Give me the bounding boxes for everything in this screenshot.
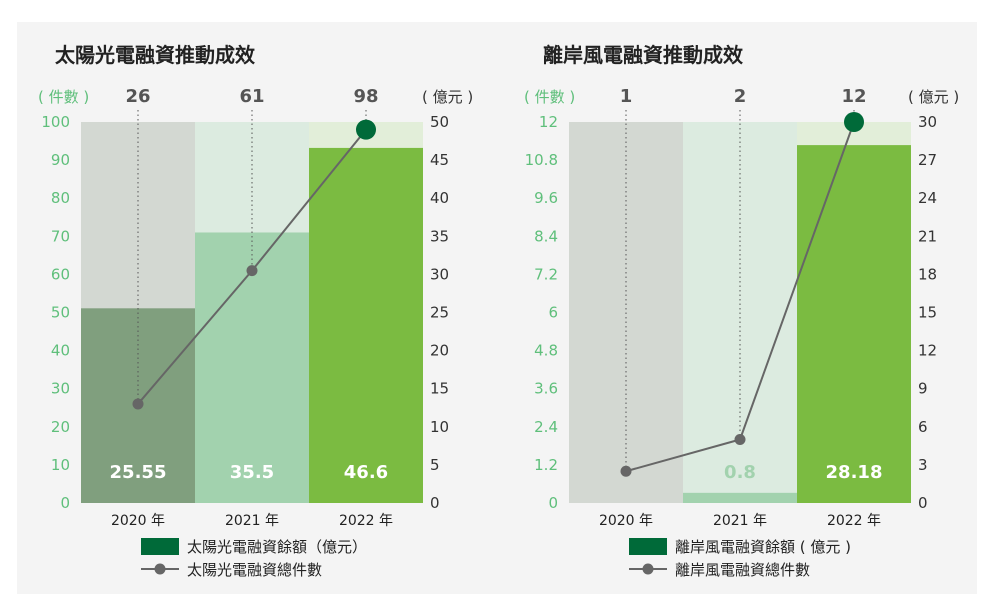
legend-line-marker: [642, 563, 654, 575]
left-tick-label: 8.4: [534, 227, 558, 245]
legend-bar-label: 太陽光電融資餘額（億元）: [187, 538, 367, 556]
legend-line-marker: [154, 563, 166, 575]
right-tick-label: 15: [918, 304, 937, 322]
legend-bar-label: 離岸風電融資餘額 ( 億元 ): [675, 538, 851, 556]
left-tick-label: 0: [60, 494, 70, 512]
right-axis-unit: ( 億元 ): [422, 88, 473, 106]
right-tick-label: 0: [918, 494, 928, 512]
left-tick-label: 10.8: [525, 151, 558, 169]
x-tick-label: 2020 年: [599, 513, 653, 529]
count-label: 98: [353, 86, 378, 107]
legend-bar-swatch: [141, 538, 179, 555]
right-tick-label: 50: [430, 113, 449, 131]
chart-title: 離岸風電融資推動成效: [543, 43, 743, 67]
left-tick-label: 6: [548, 304, 558, 322]
bar: [309, 147, 423, 503]
left-tick-label: 4.8: [534, 342, 558, 360]
x-tick-label: 2021 年: [225, 513, 279, 529]
x-tick-label: 2022 年: [827, 513, 881, 529]
right-tick-label: 0: [430, 494, 440, 512]
legend-line-label: 太陽光電融資總件數: [187, 561, 322, 579]
bar: [195, 232, 309, 504]
left-axis-unit: ( 件數 ): [38, 88, 89, 106]
right-tick-label: 30: [430, 265, 449, 283]
left-tick-label: 70: [51, 227, 70, 245]
right-tick-label: 25: [430, 304, 449, 322]
right-tick-label: 9: [918, 380, 928, 398]
left-tick-label: 1.2: [534, 456, 558, 474]
left-tick-label: 30: [51, 380, 70, 398]
left-tick-label: 3.6: [534, 380, 558, 398]
left-tick-label: 40: [51, 342, 70, 360]
count-label: 2: [734, 86, 747, 107]
bar: [683, 492, 797, 503]
right-tick-label: 30: [918, 113, 937, 131]
x-tick-label: 2020 年: [111, 513, 165, 529]
left-tick-label: 2.4: [534, 418, 558, 436]
left-tick-label: 20: [51, 418, 70, 436]
count-series-point: [132, 398, 144, 410]
offshore-wind-chart: 離岸風電融資推動成效 ( 件數 ) ( 億元 ) 0 0 1.2 3 2.4 6 3.6 9 4.8 1…: [524, 43, 959, 579]
count-series-point: [734, 434, 746, 445]
left-tick-label: 9.6: [534, 189, 558, 207]
left-tick-label: 10: [51, 456, 70, 474]
left-tick-label: 12: [539, 113, 558, 131]
count-series-point: [844, 112, 864, 132]
left-tick-label: 100: [41, 113, 70, 131]
x-tick-label: 2021 年: [713, 513, 767, 529]
count-series-point: [246, 265, 258, 277]
solar-chart: 太陽光電融資推動成效 ( 件數 ) ( 億元 ) 0 0 10 5 20 10 30 15 40 20 5…: [38, 43, 473, 579]
bar: [797, 145, 911, 503]
right-tick-label: 20: [430, 342, 449, 360]
bar-value-label: 35.5: [230, 462, 274, 483]
right-tick-label: 12: [918, 342, 937, 360]
right-tick-label: 27: [918, 151, 937, 169]
left-tick-label: 7.2: [534, 265, 558, 283]
right-tick-label: 3: [918, 456, 928, 474]
count-label: 12: [841, 86, 866, 107]
right-tick-label: 40: [430, 189, 449, 207]
count-label: 26: [125, 86, 150, 107]
bar-value-label: 0.8: [724, 462, 756, 483]
right-tick-label: 45: [430, 151, 449, 169]
legend-line-label: 離岸風電融資總件數: [675, 561, 810, 579]
right-tick-label: 15: [430, 380, 449, 398]
left-tick-label: 80: [51, 189, 70, 207]
count-series-point: [356, 119, 376, 140]
chart-title: 太陽光電融資推動成效: [55, 43, 255, 67]
right-tick-label: 24: [918, 189, 937, 207]
count-series-point: [620, 465, 632, 477]
left-tick-label: 0: [548, 494, 558, 512]
right-tick-label: 6: [918, 418, 928, 436]
bar-value-label: 46.6: [344, 462, 388, 483]
left-axis-unit: ( 件數 ): [524, 88, 575, 106]
legend-bar-swatch: [629, 538, 667, 555]
bar-value-label: 28.18: [826, 462, 883, 483]
x-tick-label: 2022 年: [339, 513, 393, 529]
right-tick-label: 5: [430, 456, 440, 474]
count-label: 1: [620, 86, 633, 107]
right-tick-label: 21: [918, 227, 937, 245]
right-tick-label: 18: [918, 265, 937, 283]
left-tick-label: 90: [51, 151, 70, 169]
right-tick-label: 35: [430, 227, 449, 245]
bar-value-label: 25.55: [110, 462, 167, 483]
left-tick-label: 60: [51, 265, 70, 283]
count-label: 61: [239, 86, 264, 107]
right-axis-unit: ( 億元 ): [908, 88, 959, 106]
right-tick-label: 10: [430, 418, 449, 436]
left-tick-label: 50: [51, 304, 70, 322]
